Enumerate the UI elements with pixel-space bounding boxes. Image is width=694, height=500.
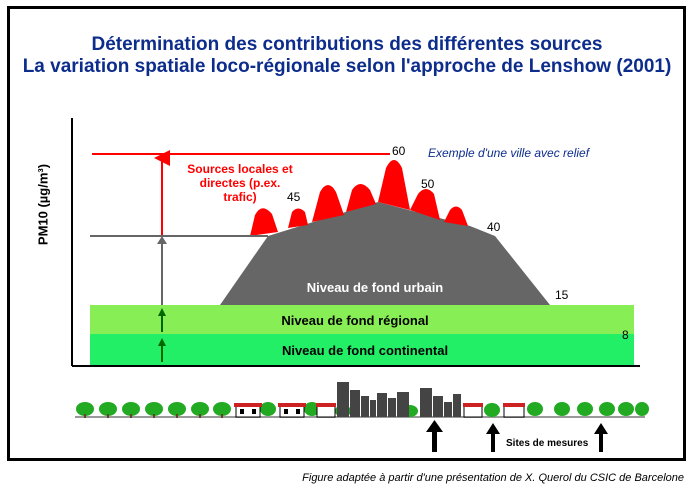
local-peak — [346, 184, 376, 212]
tree-icon — [577, 402, 593, 416]
value-50: 50 — [421, 177, 435, 191]
measurement-site-arrow-icon — [486, 423, 500, 452]
local-sources-label-line: directes (p.ex. — [199, 176, 281, 190]
local-sources-label: Sources locales et directes (p.ex. trafi… — [170, 162, 310, 204]
value-60: 60 — [392, 144, 406, 158]
value-15: 15 — [555, 288, 569, 302]
tree-icon — [618, 402, 634, 416]
figure-caption: Figure adaptée à partir d'une présentati… — [302, 472, 684, 484]
local-sources-label-line: Sources locales et — [187, 162, 293, 176]
house-icon — [316, 403, 336, 418]
house-icon — [234, 403, 262, 418]
measurement-site-arrow-icon — [594, 423, 608, 452]
houses — [234, 403, 525, 418]
continental-layer — [90, 334, 634, 365]
regional-arrow-head — [158, 308, 166, 316]
tree-icon — [599, 402, 615, 416]
local-peak — [410, 189, 440, 220]
local-peak — [288, 208, 308, 228]
continental-layer-label: Niveau de fond continental — [281, 343, 449, 358]
local-peak — [250, 208, 278, 236]
figure-title: Détermination des contributions des diff… — [91, 34, 603, 55]
value-40: 40 — [487, 220, 501, 234]
regional-layer — [90, 305, 634, 334]
continental-arrow-head — [158, 338, 166, 346]
tree-icon — [484, 403, 500, 417]
y-axis-label: PM10 (µg/m³) — [35, 163, 51, 246]
tree-icon — [554, 402, 570, 416]
tree-icon — [635, 402, 649, 416]
example-label: Exemple d'une ville avec relief — [428, 146, 590, 160]
tree-icon — [99, 402, 117, 418]
local-peak — [378, 160, 410, 210]
tree-icon — [76, 402, 94, 418]
measurement-sites-label: Sites de mesures — [506, 438, 589, 449]
tree-icon — [145, 402, 163, 418]
urban-background-shape — [220, 202, 550, 305]
regional-layer-label: Niveau de fond régional — [281, 313, 429, 328]
local-peak — [312, 185, 344, 222]
local-sources-label-line: trafic) — [223, 190, 257, 204]
city-skyline — [337, 382, 461, 417]
tree-icon — [260, 402, 276, 416]
house-icon — [278, 403, 306, 418]
tree-icon — [213, 402, 231, 418]
house-icon — [503, 403, 525, 418]
tree-icon — [122, 402, 140, 418]
house-icon — [463, 403, 483, 418]
value-45: 45 — [287, 190, 301, 204]
urban-layer-label: Niveau de fond urbain — [306, 280, 444, 295]
figure-subtitle: La variation spatiale loco-régionale sel… — [22, 56, 672, 77]
local-peak — [444, 206, 468, 226]
tree-icon — [527, 402, 543, 416]
measurement-site-arrow-icon — [426, 420, 443, 452]
tree-icon — [168, 402, 186, 418]
urban-arrow-head — [157, 236, 167, 244]
tree-icon — [191, 402, 209, 418]
value-8: 8 — [622, 328, 629, 342]
